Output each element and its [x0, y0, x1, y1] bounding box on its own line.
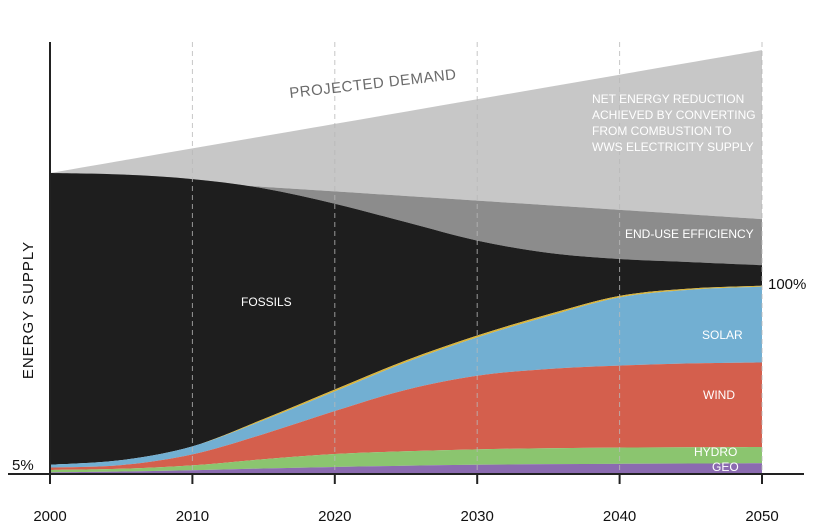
area-band-solar [50, 286, 762, 468]
x-tick-label-2030: 2030 [461, 508, 494, 525]
hydro-label: HYDRO [694, 445, 737, 459]
x-tick-label-2010: 2010 [176, 508, 209, 525]
area-bands [50, 50, 762, 474]
area-band-efficiency [50, 173, 762, 266]
net-reduction-label: NET ENERGY REDUCTION ACHIEVED BY CONVERT… [592, 92, 756, 154]
y-axis-title: ENERGY SUPPLY [20, 241, 37, 379]
x-tick-label-2050: 2050 [745, 508, 778, 525]
x-tick-label-2020: 2020 [318, 508, 351, 525]
area-band-wind [50, 362, 762, 471]
solar-label: SOLAR [702, 328, 743, 342]
projected-demand-label: PROJECTED DEMAND [289, 66, 458, 102]
x-tick-labels: 2000 2010 2020 2030 2040 2050 [33, 474, 779, 525]
geo-label: GEO [712, 460, 739, 474]
end-use-efficiency-label: END-USE EFFICIENCY [625, 227, 754, 241]
wind-label: WIND [703, 388, 735, 402]
axes [8, 42, 804, 482]
area-band-fossils [50, 173, 762, 465]
net-reduction-line-3: FROM COMBUSTION TO [592, 124, 732, 138]
area-band-hydro [50, 446, 762, 473]
area-band-geo [50, 463, 762, 474]
net-reduction-line-2: ACHIEVED BY CONVERTING [592, 108, 756, 122]
x-tick-label-2000: 2000 [33, 508, 66, 525]
net-reduction-line-4: WWS ELECTRICITY SUPPLY [592, 140, 754, 154]
fossils-label: FOSSILS [241, 295, 292, 309]
area-band-reduction [50, 50, 762, 220]
hundred-percent-annotation: 100% [768, 276, 806, 293]
net-reduction-line-1: NET ENERGY REDUCTION [592, 92, 744, 106]
gridlines [191, 42, 763, 474]
x-tick-label-2040: 2040 [603, 508, 636, 525]
five-percent-annotation: 5% [12, 457, 34, 474]
